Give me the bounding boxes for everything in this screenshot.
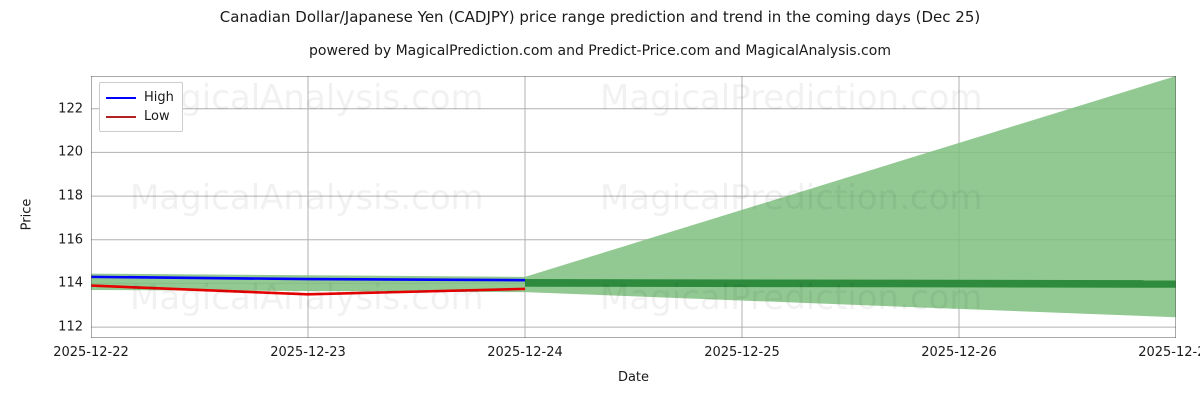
y-tick-label: 122 (58, 101, 83, 117)
legend-swatch-low (106, 115, 136, 118)
x-tick-label: 2025-12-27 (1138, 345, 1200, 360)
legend-item-high: High (106, 88, 174, 107)
y-tick-label: 120 (58, 144, 83, 160)
legend-swatch-high (106, 96, 136, 99)
x-tick-label: 2025-12-23 (270, 345, 346, 360)
series-lines (91, 275, 526, 296)
band-predicted-range (525, 76, 1176, 318)
chart-legend[interactable]: High Low (99, 82, 183, 132)
y-tick-label: 114 (58, 275, 83, 291)
legend-label-high: High (144, 90, 174, 105)
y-tick-label: 118 (58, 188, 83, 204)
series-line-low (91, 284, 526, 296)
x-tick-label: 2025-12-26 (921, 345, 997, 360)
y-tick-label: 116 (58, 232, 83, 248)
band-trend (525, 279, 1176, 288)
legend-item-low: Low (106, 107, 174, 126)
x-axis-tick-labels: 2025-12-22 2025-12-23 2025-12-24 2025-12-25… (53, 345, 1200, 365)
forecast-band (91, 76, 1176, 318)
series-line-high (91, 275, 526, 282)
chart-title: Canadian Dollar/Japanese Yen (CADJPY) pr… (219, 8, 981, 26)
y-tick-label: 112 (58, 319, 83, 335)
legend-label-low: Low (144, 109, 170, 124)
x-tick-label: 2025-12-25 (704, 345, 780, 360)
chart-subtitle: powered by MagicalPrediction.com and Pre… (309, 43, 891, 59)
x-tick-label: 2025-12-24 (487, 345, 563, 360)
chart-canvas (91, 76, 1176, 338)
x-axis-label: Date (617, 370, 650, 385)
y-axis-tick-labels: 112 114 116 118 120 122 (33, 76, 83, 338)
x-tick-label: 2025-12-22 (53, 345, 129, 360)
plot-area: MagicalAnalysis.com MagicalPrediction.com… (91, 76, 1176, 338)
